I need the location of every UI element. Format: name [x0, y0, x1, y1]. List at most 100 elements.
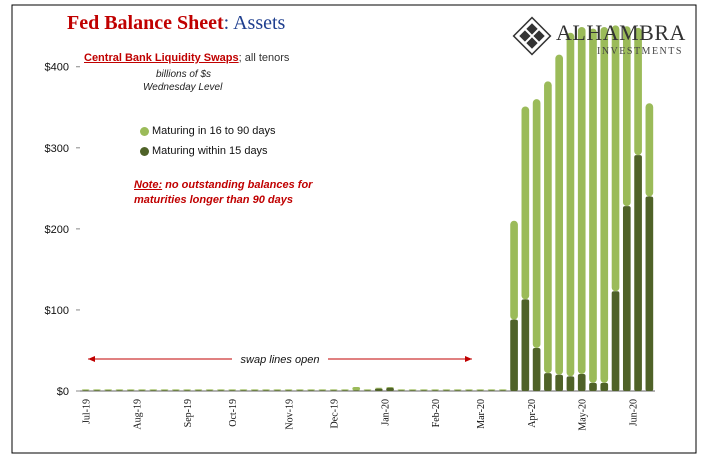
bar-long-6 [149, 389, 158, 391]
x-tick-label: Sep-19 [183, 399, 194, 427]
bar-long-7 [160, 389, 169, 391]
bar-long-13 [228, 389, 237, 391]
bar-long-34 [465, 389, 473, 391]
y-tick-label: $100 [45, 305, 69, 317]
x-tick-label: Aug-19 [132, 399, 143, 430]
subtitle-tenors: ; all tenors [238, 52, 290, 64]
bar-long-40 [532, 99, 541, 349]
bar-long-42 [555, 54, 563, 375]
logo-sub: INVESTMENTS [597, 46, 683, 57]
chart-title: Fed Balance Sheet: Assets [67, 12, 285, 35]
bar-long-44 [577, 27, 586, 374]
bar-long-47 [611, 25, 620, 292]
annotation-label: swap lines open [241, 354, 320, 366]
bar-long-4 [126, 389, 135, 391]
bar-long-0 [81, 389, 90, 391]
legend-item-short: Maturing within 15 days [140, 141, 276, 161]
subtitle-series: Central Bank Liquidity Swaps [84, 52, 239, 64]
bar-long-46 [600, 27, 609, 383]
note-line1: no outstanding balances for [162, 179, 313, 191]
logo-brand: ALHAMBRA [556, 20, 686, 45]
bar-long-22 [329, 389, 338, 391]
legend-swatch-long [140, 126, 149, 136]
bar-short-48 [622, 206, 631, 391]
legend-label-long: Maturing in 16 to 90 days [152, 125, 276, 137]
x-tick-label: Mar-20 [476, 399, 487, 429]
bar-long-41 [544, 81, 552, 374]
bar-short-41 [544, 373, 552, 391]
bar-short-31 [431, 390, 439, 391]
bar-short-43 [566, 376, 575, 391]
title-suffix: : Assets [223, 12, 286, 34]
bar-short-13 [228, 390, 237, 391]
bar-short-7 [160, 390, 169, 391]
bar-long-19 [296, 389, 304, 391]
legend: Maturing in 16 to 90 days Maturing withi… [140, 121, 276, 161]
bar-short-39 [521, 299, 530, 391]
bar-short-11 [205, 390, 214, 391]
chart-border [11, 4, 697, 454]
bar-short-18 [284, 390, 293, 391]
bar-short-33 [453, 390, 462, 391]
bar-long-26 [374, 387, 383, 389]
x-tick-label: Oct-19 [228, 399, 239, 427]
bar-short-17 [273, 390, 282, 391]
bar-long-12 [217, 389, 225, 391]
bar-long-38 [510, 220, 518, 320]
bar-short-42 [555, 374, 563, 391]
arrow-head-right [465, 356, 472, 362]
x-tick-label: Jul-19 [82, 399, 93, 424]
bar-short-47 [611, 291, 620, 391]
bar-short-5 [138, 390, 146, 391]
bar-short-28 [397, 390, 406, 391]
bar-short-23 [341, 390, 349, 391]
bar-short-19 [296, 390, 304, 391]
bar-short-3 [115, 390, 124, 391]
bar-short-16 [262, 390, 270, 391]
bar-long-20 [307, 389, 315, 391]
bar-long-21 [318, 389, 327, 391]
chart-subtitle: Central Bank Liquidity Swaps; all tenors [84, 52, 289, 64]
bar-long-1 [93, 389, 101, 391]
bar-long-31 [431, 389, 439, 391]
logo-diamond-icon [512, 16, 552, 56]
bar-long-14 [239, 389, 248, 391]
note: Note: no outstanding balances for maturi… [134, 178, 312, 208]
bar-short-37 [498, 390, 507, 391]
bar-short-32 [442, 390, 451, 391]
bar-short-29 [408, 390, 417, 391]
x-tick-label: Apr-20 [527, 399, 538, 428]
bar-short-15 [250, 390, 259, 391]
bar-short-40 [532, 348, 541, 391]
bar-short-10 [194, 390, 203, 391]
bar-long-45 [589, 28, 597, 383]
bar-short-38 [510, 319, 518, 391]
bar-long-48 [622, 26, 631, 207]
bar-short-24 [352, 390, 361, 391]
bar-long-18 [284, 389, 293, 391]
bar-long-29 [408, 389, 417, 391]
bar-long-27 [386, 386, 394, 388]
x-tick-label: Feb-20 [431, 399, 442, 427]
bar-short-21 [318, 390, 327, 391]
bar-long-28 [397, 389, 406, 391]
bar-long-3 [115, 389, 124, 391]
y-tick-label: $300 [45, 143, 69, 155]
bar-long-50 [645, 103, 654, 197]
bar-long-25 [363, 389, 372, 391]
bar-long-10 [194, 389, 203, 391]
bar-short-46 [600, 382, 609, 391]
alhambra-logo: ALHAMBRA INVESTMENTS [512, 16, 685, 57]
bar-long-24 [352, 386, 361, 391]
bar-short-1 [93, 390, 101, 391]
bar-short-25 [363, 390, 372, 391]
x-tick-label: Dec-19 [330, 399, 341, 428]
note-label: Note: [134, 179, 163, 191]
bar-short-0 [81, 390, 90, 391]
bar-long-33 [453, 389, 462, 391]
y-tick-label: $400 [45, 62, 69, 74]
bar-short-14 [239, 390, 248, 391]
bar-short-36 [487, 390, 496, 391]
y-tick-label: $200 [45, 224, 69, 236]
